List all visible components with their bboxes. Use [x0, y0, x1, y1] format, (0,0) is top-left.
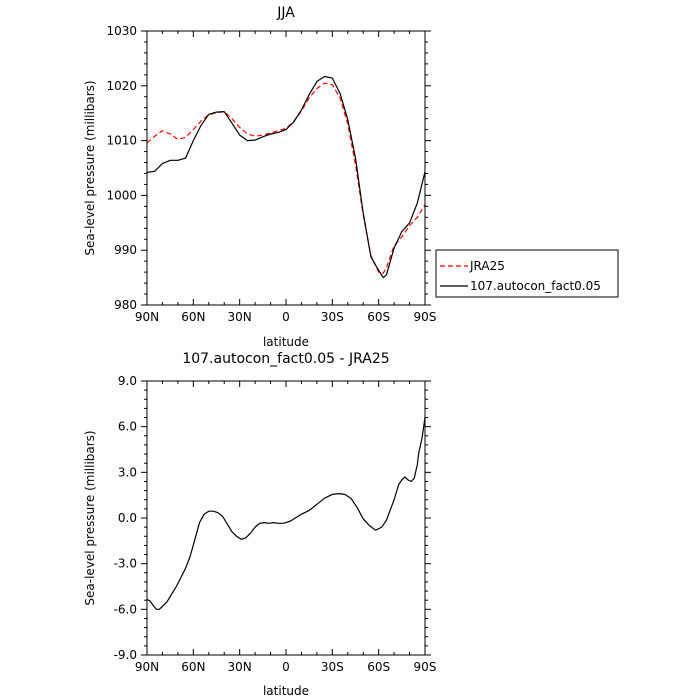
bottom-x-tick-label: 0	[282, 660, 290, 674]
bottom-x-tick-label: 90S	[414, 660, 437, 674]
top-series-line-1	[146, 75, 426, 279]
top-x-tick-label: 60N	[181, 310, 205, 324]
bottom-y-tick-label: -9.0	[114, 648, 137, 662]
top-x-tick-label: 30S	[321, 310, 344, 324]
top-chart-legend: JRA25 107.autocon_fact0.05	[435, 249, 619, 298]
bottom-x-tick-label: 30N	[228, 660, 252, 674]
bottom-chart-xlabel: latitude	[263, 684, 309, 698]
bottom-chart-ticks: 90N 60N 30N 0 30S 60S 90S -9.0 -6.0 -3.0 0.0 3.0 6.0…	[114, 374, 437, 674]
top-y-tick-label: 980	[114, 298, 137, 312]
bottom-x-tick-label: 60S	[367, 660, 390, 674]
bottom-x-tick-label: 60N	[181, 660, 205, 674]
bottom-y-tick-label: 6.0	[118, 420, 137, 434]
bottom-y-tick-label: 9.0	[118, 374, 137, 388]
top-y-tick-label: 1030	[106, 24, 137, 38]
bottom-x-tick-label: 90N	[135, 660, 159, 674]
top-x-tick-label: 90S	[414, 310, 437, 324]
top-y-tick-label: 1020	[106, 79, 137, 93]
top-x-tick-label: 30N	[228, 310, 252, 324]
bottom-chart-ylabel: Sea-level pressure (millibars)	[83, 430, 97, 605]
top-chart-panel: JJA 90N 60N 30N 0 30S 60S 90S 980 990 1000 1010 102…	[83, 5, 619, 349]
top-chart-marks	[146, 75, 426, 279]
top-y-tick-label: 1010	[106, 134, 137, 148]
top-plot-frame	[146, 30, 426, 306]
top-chart-ylabel: Sea-level pressure (millibars)	[83, 80, 97, 255]
legend-label-jra25: JRA25	[469, 259, 505, 273]
bottom-chart-panel: 107.autocon_fact0.05 - JRA25 90N 60N 30N 0 3…	[83, 351, 436, 698]
bottom-y-tick-label: 3.0	[118, 465, 137, 479]
legend-box	[435, 249, 619, 298]
bottom-y-tick-label: 0.0	[118, 511, 137, 525]
top-x-tick-label: 90N	[135, 310, 159, 324]
bottom-x-tick-label: 30S	[321, 660, 344, 674]
bottom-y-tick-label: -3.0	[114, 557, 137, 571]
bottom-chart-title: 107.autocon_fact0.05 - JRA25	[182, 351, 389, 367]
top-series-line-0	[146, 82, 426, 274]
top-chart-ticks: 90N 60N 30N 0 30S 60S 90S 980 990 1000 1010 1020 103…	[106, 24, 436, 324]
top-x-tick-label: 60S	[367, 310, 390, 324]
bottom-plot-frame	[146, 380, 426, 656]
bottom-series-line-0	[146, 417, 426, 610]
top-y-tick-label: 990	[114, 243, 137, 257]
top-x-tick-label: 0	[282, 310, 290, 324]
top-y-tick-label: 1000	[106, 188, 137, 202]
bottom-y-tick-label: -6.0	[114, 602, 137, 616]
bottom-chart-marks	[146, 417, 426, 610]
top-chart-xlabel: latitude	[263, 335, 309, 349]
legend-label-model: 107.autocon_fact0.05	[470, 279, 601, 293]
top-chart-title: JJA	[276, 5, 295, 21]
